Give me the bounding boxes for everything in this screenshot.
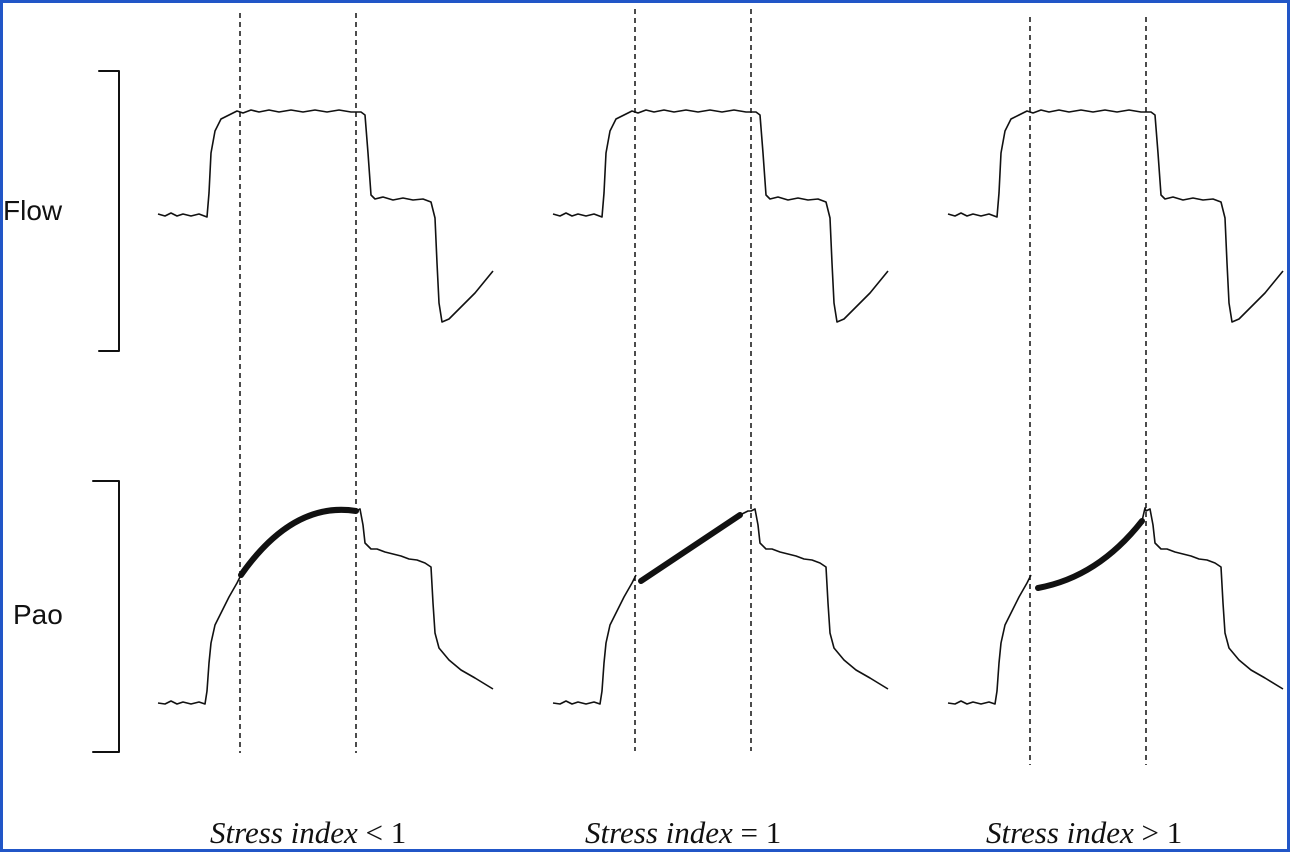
pao-label: Pao bbox=[13, 599, 63, 630]
flow-waveform bbox=[947, 109, 1284, 323]
pao-waveform bbox=[157, 508, 494, 705]
flow-bracket bbox=[98, 70, 120, 352]
caption-text: Stress index bbox=[986, 815, 1134, 850]
panel-2 bbox=[552, 9, 889, 751]
caption-stress-index-gt-1: Stress index > 1 bbox=[986, 815, 1182, 851]
caption-relation: > 1 bbox=[1141, 815, 1183, 850]
pao-waveform bbox=[552, 508, 889, 705]
caption-relation: < 1 bbox=[365, 815, 407, 850]
panel-1 bbox=[157, 13, 494, 753]
flow-waveform bbox=[552, 109, 889, 323]
flow-label: Flow bbox=[3, 195, 63, 226]
caption-relation: = 1 bbox=[740, 815, 782, 850]
stress-index-diagram bbox=[92, 9, 1284, 765]
caption-stress-index-eq-1: Stress index = 1 bbox=[585, 815, 781, 851]
pao-linear-segment bbox=[638, 512, 743, 584]
flow-waveform bbox=[157, 109, 494, 323]
pao-waveform bbox=[947, 507, 1284, 705]
caption-text: Stress index bbox=[585, 815, 733, 850]
caption-stress-index-lt-1: Stress index < 1 bbox=[210, 815, 406, 851]
panel-3 bbox=[947, 17, 1284, 765]
pao-concave-segment bbox=[238, 506, 359, 578]
pao-convex-segment bbox=[1035, 518, 1145, 591]
pao-bracket bbox=[92, 480, 120, 753]
caption-text: Stress index bbox=[210, 815, 358, 850]
